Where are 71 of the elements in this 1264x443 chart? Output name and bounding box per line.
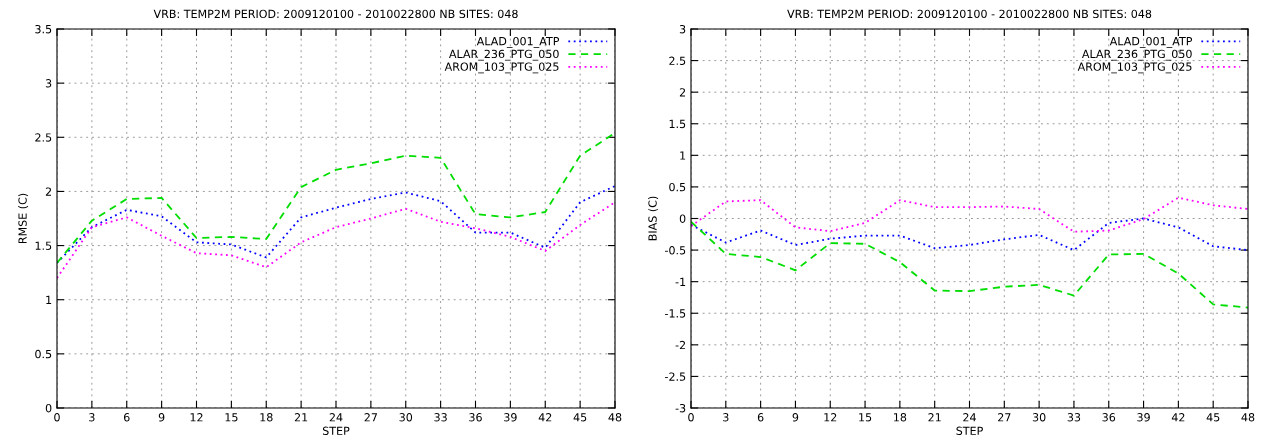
- x-tick-label: 27: [998, 413, 1011, 422]
- y-tick-label: 2: [679, 88, 686, 97]
- x-tick-label: 21: [928, 413, 941, 422]
- x-tick-label: 24: [963, 413, 976, 422]
- x-tick-label: 45: [573, 413, 587, 422]
- y-tick-label: 1: [46, 295, 52, 304]
- x-tick-label: 42: [538, 413, 552, 422]
- x-tick-label: 33: [1067, 413, 1081, 422]
- y-tick-label: 1: [680, 151, 686, 160]
- x-tick-label: 39: [504, 413, 517, 422]
- x-axis-title: STEP: [956, 426, 983, 435]
- y-tick-label: -2: [675, 340, 686, 350]
- y-tick-label: 1.5: [35, 241, 52, 250]
- y-tick-label: 3: [45, 79, 52, 88]
- x-tick-label: 36: [469, 413, 482, 422]
- line-series: [57, 185, 615, 264]
- chart-title: VRB: TEMP2M PERIOD: 2009120100 - 2010022800 NB SITES: 048: [787, 9, 1152, 19]
- legend-label: AROM_103_PTG_025: [444, 62, 559, 74]
- legend-label: AROM_103_PTG_025: [1077, 62, 1192, 74]
- x-tick-label: 30: [1032, 413, 1046, 422]
- y-axis-title: RMSE (C): [18, 193, 29, 244]
- x-tick-label: 18: [260, 413, 273, 422]
- y-tick-label: -1: [675, 277, 686, 286]
- x-tick-label: 42: [1171, 413, 1185, 422]
- legend-label: ALAD_001_ATP: [476, 36, 560, 48]
- x-axis-title: STEP: [322, 426, 350, 435]
- y-tick-label: 0: [45, 403, 52, 413]
- x-tick-label: 0: [54, 413, 60, 422]
- x-tick-label: 30: [399, 413, 413, 422]
- line-series: [57, 132, 615, 264]
- x-tick-label: 24: [329, 413, 343, 422]
- y-axis-title: BIAS (C): [648, 196, 659, 241]
- x-tick-label: 15: [225, 413, 238, 422]
- x-tick-label: 33: [434, 413, 447, 422]
- legend-label: ALAR_236_PTG_050: [1081, 49, 1192, 61]
- y-tick-label: -2.5: [665, 372, 686, 381]
- y-tick-label: 0.5: [35, 349, 52, 359]
- x-tick-label: 6: [757, 413, 764, 422]
- y-tick-label: 1.5: [669, 119, 686, 129]
- line-series: [691, 220, 1248, 309]
- x-tick-label: 45: [1206, 413, 1220, 422]
- x-tick-label: 21: [294, 413, 308, 422]
- legend-label: ALAR_236_PTG_050: [448, 49, 559, 61]
- x-tick-label: 9: [792, 413, 799, 422]
- x-tick-label: 3: [723, 413, 729, 422]
- y-tick-label: 3.5: [35, 24, 52, 34]
- y-tick-label: -0.5: [665, 246, 686, 255]
- x-tick-label: 6: [123, 413, 130, 422]
- y-tick-label: 0: [679, 214, 686, 223]
- x-tick-label: 18: [894, 413, 907, 422]
- x-tick-label: 48: [608, 413, 622, 422]
- y-tick-label: 2.5: [35, 133, 52, 142]
- x-tick-label: 15: [859, 413, 872, 422]
- y-tick-label: -3: [675, 403, 686, 413]
- y-tick-label: -1.5: [665, 309, 686, 318]
- x-tick-label: 48: [1241, 413, 1255, 422]
- x-tick-label: 3: [89, 413, 95, 422]
- y-tick-label: 0.5: [669, 182, 686, 192]
- x-tick-label: 27: [364, 413, 377, 422]
- y-tick-label: 2.5: [669, 56, 686, 65]
- x-tick-label: 0: [688, 413, 694, 422]
- x-tick-label: 36: [1102, 413, 1116, 422]
- y-tick-label: 3: [679, 24, 686, 34]
- y-tick-label: 2: [45, 187, 52, 196]
- chart-title: VRB: TEMP2M PERIOD: 2009120100 - 2010022800 NB SITES: 048: [153, 9, 518, 19]
- line-series: [691, 196, 1248, 233]
- x-tick-label: 12: [190, 413, 203, 422]
- legend-label: ALAD_001_ATP: [1109, 36, 1193, 48]
- x-tick-label: 39: [1137, 413, 1150, 422]
- x-tick-label: 12: [824, 413, 837, 422]
- x-tick-label: 9: [158, 413, 165, 422]
